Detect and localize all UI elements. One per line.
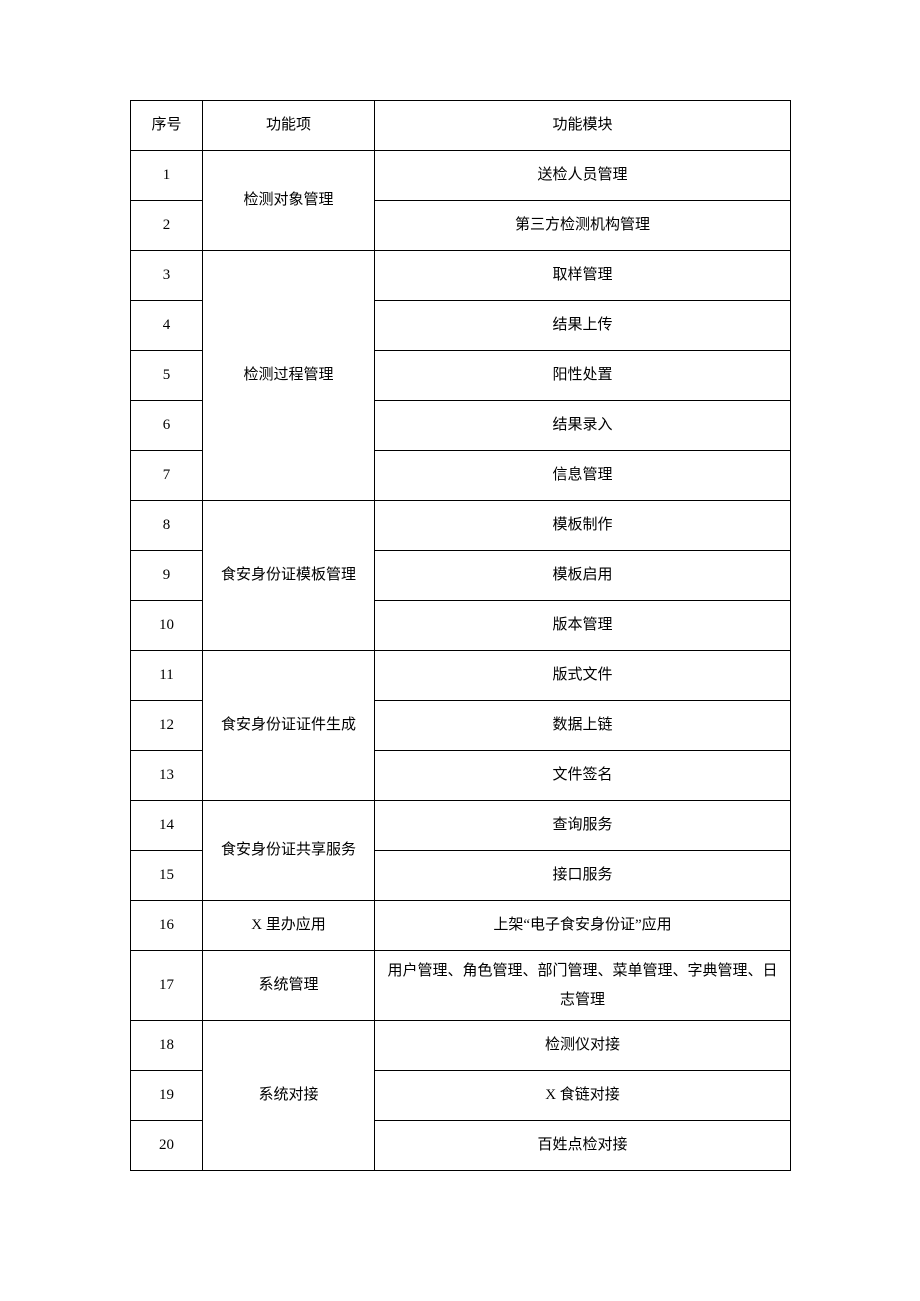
cell-module: 送检人员管理 xyxy=(375,151,791,201)
cell-seq: 18 xyxy=(131,1021,203,1071)
cell-seq: 5 xyxy=(131,351,203,401)
cell-group: 食安身份证证件生成 xyxy=(203,651,375,801)
cell-module: X 食链对接 xyxy=(375,1071,791,1121)
cell-seq: 19 xyxy=(131,1071,203,1121)
cell-module: 第三方检测机构管理 xyxy=(375,201,791,251)
cell-group: X 里办应用 xyxy=(203,901,375,951)
cell-seq: 7 xyxy=(131,451,203,501)
cell-seq: 14 xyxy=(131,801,203,851)
cell-module: 模板制作 xyxy=(375,501,791,551)
cell-seq: 8 xyxy=(131,501,203,551)
table-row: 1检测对象管理送检人员管理 xyxy=(131,151,791,201)
cell-seq: 4 xyxy=(131,301,203,351)
cell-seq: 17 xyxy=(131,951,203,1021)
cell-module: 文件签名 xyxy=(375,751,791,801)
cell-group: 食安身份证模板管理 xyxy=(203,501,375,651)
cell-module: 检测仪对接 xyxy=(375,1021,791,1071)
cell-module: 结果上传 xyxy=(375,301,791,351)
cell-module: 百姓点检对接 xyxy=(375,1121,791,1171)
cell-seq: 16 xyxy=(131,901,203,951)
cell-seq: 13 xyxy=(131,751,203,801)
cell-seq: 20 xyxy=(131,1121,203,1171)
cell-module: 数据上链 xyxy=(375,701,791,751)
table-row: 17系统管理用户管理、角色管理、部门管理、菜单管理、字典管理、日志管理 xyxy=(131,951,791,1021)
table-row: 18系统对接检测仪对接 xyxy=(131,1021,791,1071)
col-header-module: 功能模块 xyxy=(375,101,791,151)
function-table: 序号 功能项 功能模块 1检测对象管理送检人员管理2第三方检测机构管理3检测过程… xyxy=(130,100,791,1171)
cell-seq: 11 xyxy=(131,651,203,701)
cell-seq: 10 xyxy=(131,601,203,651)
table-row: 8食安身份证模板管理模板制作 xyxy=(131,501,791,551)
table-row: 3检测过程管理取样管理 xyxy=(131,251,791,301)
cell-group: 检测过程管理 xyxy=(203,251,375,501)
cell-module: 版式文件 xyxy=(375,651,791,701)
cell-module: 版本管理 xyxy=(375,601,791,651)
cell-module: 信息管理 xyxy=(375,451,791,501)
cell-module: 用户管理、角色管理、部门管理、菜单管理、字典管理、日志管理 xyxy=(375,951,791,1021)
cell-seq: 1 xyxy=(131,151,203,201)
cell-seq: 12 xyxy=(131,701,203,751)
cell-module: 模板启用 xyxy=(375,551,791,601)
cell-group: 食安身份证共享服务 xyxy=(203,801,375,901)
cell-module: 查询服务 xyxy=(375,801,791,851)
table-row: 11食安身份证证件生成版式文件 xyxy=(131,651,791,701)
cell-group: 系统对接 xyxy=(203,1021,375,1171)
col-header-seq: 序号 xyxy=(131,101,203,151)
cell-seq: 2 xyxy=(131,201,203,251)
cell-seq: 15 xyxy=(131,851,203,901)
cell-seq: 9 xyxy=(131,551,203,601)
table-row: 14食安身份证共享服务查询服务 xyxy=(131,801,791,851)
cell-module: 接口服务 xyxy=(375,851,791,901)
cell-seq: 3 xyxy=(131,251,203,301)
cell-module: 取样管理 xyxy=(375,251,791,301)
cell-seq: 6 xyxy=(131,401,203,451)
cell-module: 阳性处置 xyxy=(375,351,791,401)
cell-module: 上架“电子食安身份证”应用 xyxy=(375,901,791,951)
col-header-group: 功能项 xyxy=(203,101,375,151)
cell-group: 系统管理 xyxy=(203,951,375,1021)
cell-group: 检测对象管理 xyxy=(203,151,375,251)
cell-module: 结果录入 xyxy=(375,401,791,451)
table-row: 16X 里办应用上架“电子食安身份证”应用 xyxy=(131,901,791,951)
table-body: 序号 功能项 功能模块 1检测对象管理送检人员管理2第三方检测机构管理3检测过程… xyxy=(131,101,791,1171)
table-header-row: 序号 功能项 功能模块 xyxy=(131,101,791,151)
